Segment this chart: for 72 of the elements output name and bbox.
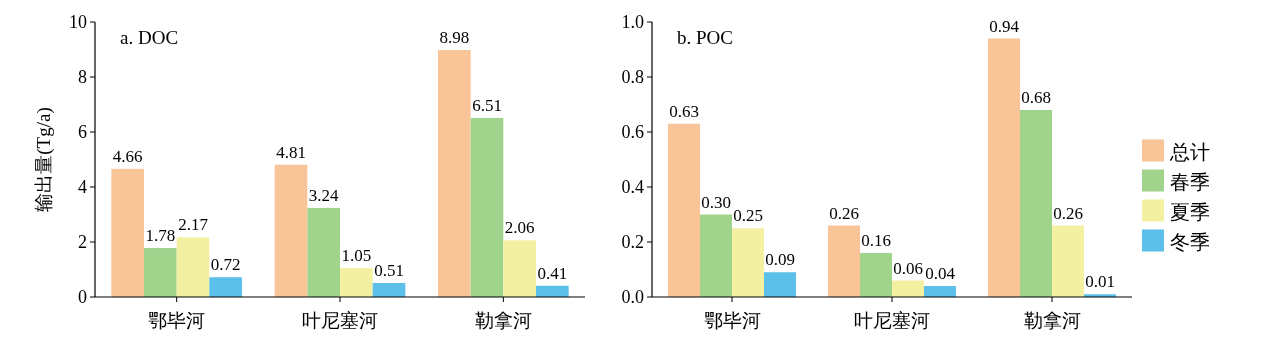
bar — [668, 123, 700, 297]
bar — [892, 280, 924, 297]
data-label: 3.24 — [308, 185, 340, 205]
y-tick-label: 8 — [78, 67, 87, 87]
bar — [536, 285, 569, 297]
bar — [470, 117, 504, 297]
data-label: 1.05 — [341, 246, 372, 266]
x-tick-label: 勒拿河 — [1023, 310, 1081, 331]
bar — [924, 286, 956, 297]
bar — [372, 282, 406, 297]
chart-title: b. POC — [677, 27, 733, 48]
data-label: 0.16 — [861, 231, 891, 250]
legend-label: 夏季 — [1170, 200, 1210, 223]
bar — [764, 272, 796, 297]
chart-title: a. DOC — [120, 27, 179, 48]
data-label: 4.81 — [276, 142, 306, 162]
bar — [1020, 110, 1052, 297]
y-tick-label: 2 — [78, 232, 87, 252]
bar — [732, 228, 764, 297]
x-tick-label: 叶尼塞河 — [854, 310, 930, 331]
y-tick-label: 0.2 — [621, 232, 644, 252]
bar — [988, 38, 1020, 297]
data-label: 0.94 — [989, 16, 1020, 36]
data-label: 0.04 — [925, 264, 956, 283]
bar — [176, 237, 210, 297]
data-label: 0.09 — [765, 250, 795, 270]
bar — [700, 214, 732, 297]
data-label: 4.66 — [112, 146, 143, 166]
data-label: 0.26 — [829, 203, 859, 223]
data-label: 0.30 — [701, 192, 731, 212]
bar — [340, 268, 373, 297]
data-label: 0.25 — [733, 206, 763, 226]
y-tick-label: 0.4 — [621, 177, 644, 197]
data-label: 0.26 — [1053, 203, 1083, 223]
y-tick-label: 4 — [78, 177, 87, 197]
data-label: 0.51 — [374, 260, 404, 280]
x-tick-label: 鄂毕河 — [148, 310, 206, 331]
y-tick-label: 0 — [78, 287, 87, 307]
y-axis-title: 输出量(Tg/a) — [33, 107, 55, 212]
bar — [144, 248, 177, 297]
data-label: 1.78 — [145, 226, 176, 246]
data-label: 6.51 — [472, 95, 502, 115]
x-tick-label: 勒拿河 — [474, 310, 532, 331]
data-label: 0.06 — [893, 258, 923, 278]
bar — [860, 253, 892, 297]
x-tick-label: 鄂毕河 — [703, 310, 761, 331]
legend-label: 春季 — [1170, 170, 1210, 193]
bar — [438, 50, 471, 297]
bar — [828, 225, 860, 297]
data-label: 8.98 — [439, 28, 470, 48]
bar — [503, 240, 536, 297]
data-label: 0.72 — [210, 255, 241, 275]
data-label: 0.68 — [1021, 88, 1051, 107]
data-label: 0.01 — [1085, 272, 1115, 292]
data-label: 2.17 — [178, 215, 209, 235]
bar — [111, 168, 144, 297]
y-tick-label: 0.8 — [621, 67, 644, 87]
y-tick-label: 1.0 — [621, 12, 644, 32]
data-label: 2.06 — [504, 218, 535, 238]
data-label: 0.41 — [537, 263, 568, 283]
x-tick-label: 叶尼塞河 — [302, 310, 378, 331]
bar — [1052, 225, 1084, 297]
data-label: 0.63 — [669, 101, 699, 121]
bar — [209, 277, 242, 297]
y-tick-label: 0.0 — [621, 287, 644, 307]
y-tick-label: 10 — [69, 12, 87, 32]
legend-label: 冬季 — [1170, 230, 1210, 253]
y-tick-label: 0.6 — [621, 122, 644, 142]
bar — [307, 207, 340, 297]
bar — [274, 164, 308, 297]
legend-label: 总计 — [1169, 140, 1210, 163]
y-tick-label: 6 — [78, 122, 87, 142]
